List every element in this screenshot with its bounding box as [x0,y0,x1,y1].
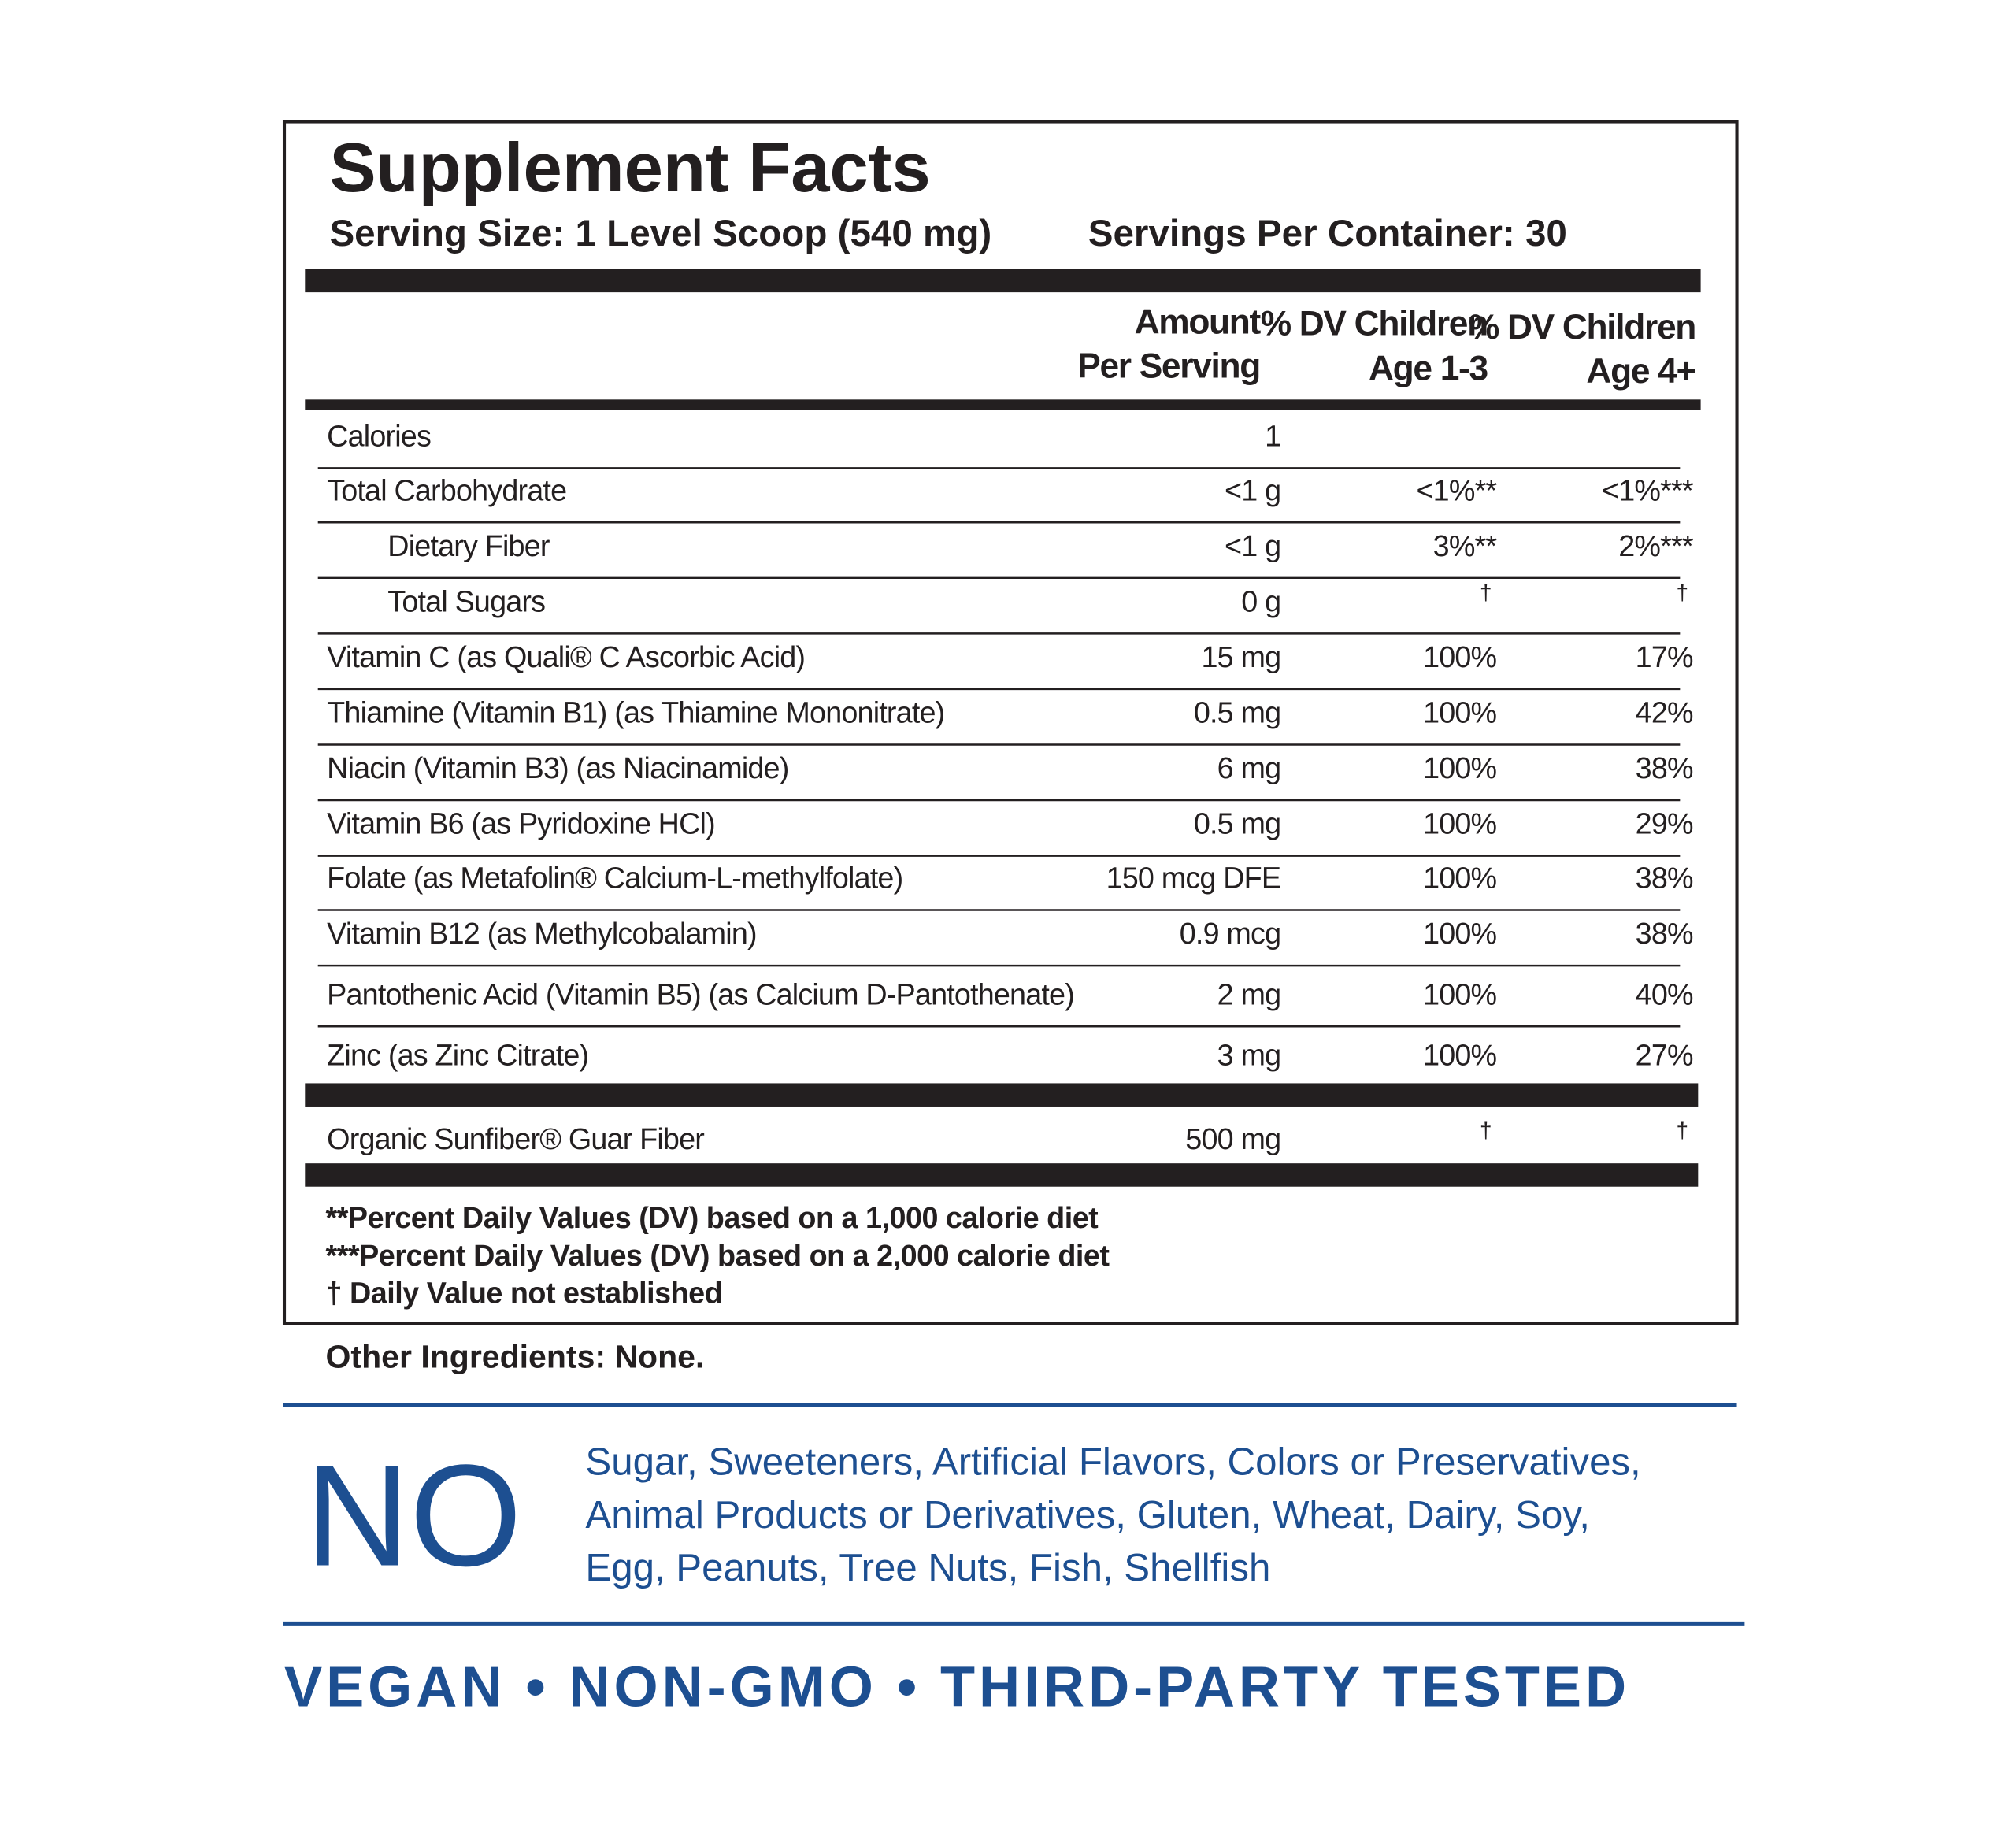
row-dv-4plus: 42% [1636,696,1693,729]
row-label: Pantothenic Acid (Vitamin B5) (as Calciu… [327,977,1074,1010]
row-label: Vitamin B12 (as Methylcobalamin) [327,917,757,950]
thick-rule [305,1083,1699,1107]
thick-rule [305,269,1701,293]
row-label: Dietary Fiber [387,529,550,562]
row-dv-1-3: 100% [1423,696,1496,729]
row-dv-1-3: <1%** [1416,473,1497,506]
footnote: † Daily Value not established [326,1276,723,1309]
row-amount: 6 mg [1217,751,1281,784]
row-label: Thiamine (Vitamin B1) (as Thiamine Monon… [327,696,944,729]
footnote: ***Percent Daily Values (DV) based on a … [326,1239,1110,1272]
thick-rule [305,1163,1699,1187]
row-amount: 0.9 mcg [1180,917,1280,950]
row-label: Calories [327,419,431,452]
row-amount: 500 mg [1185,1122,1280,1155]
row-amount: <1 g [1225,473,1280,506]
column-header: Amount [1135,303,1262,342]
free-from-line: Egg, Peanuts, Tree Nuts, Fish, Shellfish [585,1546,1270,1589]
row-dv-1-3: 100% [1423,862,1496,895]
row-amount: 15 mg [1201,640,1280,673]
row-dv-4plus: 38% [1636,862,1693,895]
column-header: Age 4+ [1586,352,1695,391]
facts-box [282,120,1739,1325]
row-dv-1-3: 100% [1423,917,1496,950]
row-dv-1-3: 100% [1423,807,1496,840]
row-label: Vitamin C (as Quali® C Ascorbic Acid) [327,640,805,673]
column-header: % DV Children [1261,304,1488,343]
row-dv-1-3: 100% [1423,1038,1496,1071]
servings-per-container: Servings Per Container: 30 [1088,213,1567,254]
no-heading: NO [305,1435,522,1596]
row-dv-4plus: † [1676,1118,1688,1142]
column-header: Per Serving [1077,347,1260,385]
row-dv-4plus: † [1676,580,1688,605]
row-amount: 1 [1265,419,1280,452]
row-amount: <1 g [1225,529,1280,562]
row-label: Folate (as Metafolin® Calcium-L-methylfo… [327,862,902,895]
row-dv-4plus: 38% [1636,917,1693,950]
row-dv-4plus: 17% [1636,640,1693,673]
footnote: **Percent Daily Values (DV) based on a 1… [326,1201,1099,1234]
row-label: Total Sugars [387,584,545,617]
row-dv-1-3: 100% [1423,977,1496,1010]
row-amount: 0.5 mg [1194,807,1280,840]
row-label: Zinc (as Zinc Citrate) [327,1038,588,1071]
thick-rule [305,399,1701,410]
row-dv-1-3: 100% [1423,751,1496,784]
title: Supplement Facts [329,128,930,206]
row-dv-4plus: 38% [1636,751,1693,784]
row-amount: 3 mg [1217,1038,1281,1071]
serving-size: Serving Size: 1 Level Scoop (540 mg) [329,213,991,254]
row-dv-4plus: <1%*** [1602,473,1694,506]
row-dv-4plus: 29% [1636,807,1693,840]
column-header: Age 1-3 [1369,350,1488,388]
row-dv-1-3: 100% [1423,640,1496,673]
row-amount: 0 g [1241,584,1280,617]
other-ingredients: Other Ingredients: None. [326,1338,705,1374]
row-amount: 150 mcg DFE [1106,862,1281,895]
claims: VEGAN • NON-GMO • THIRD-PARTY TESTED [284,1655,1630,1718]
row-label: Vitamin B6 (as Pyridoxine HCl) [327,807,715,840]
row-amount: 2 mg [1217,977,1281,1010]
row-dv-1-3: 3%** [1433,529,1498,562]
row-label: Niacin (Vitamin B3) (as Niacinamide) [327,751,788,784]
row-dv-1-3: † [1480,580,1492,605]
row-label: Total Carbohydrate [327,473,566,506]
free-from-line: Sugar, Sweeteners, Artificial Flavors, C… [585,1440,1640,1484]
row-dv-4plus: 27% [1636,1038,1693,1071]
column-header: % DV Children [1469,308,1695,347]
row-label: Organic Sunfiber® Guar Fiber [327,1122,704,1155]
row-dv-1-3: † [1480,1118,1492,1142]
row-dv-4plus: 40% [1636,977,1693,1010]
row-amount: 0.5 mg [1194,696,1280,729]
free-from-line: Animal Products or Derivatives, Gluten, … [585,1493,1590,1537]
row-dv-4plus: 2%*** [1618,529,1694,562]
